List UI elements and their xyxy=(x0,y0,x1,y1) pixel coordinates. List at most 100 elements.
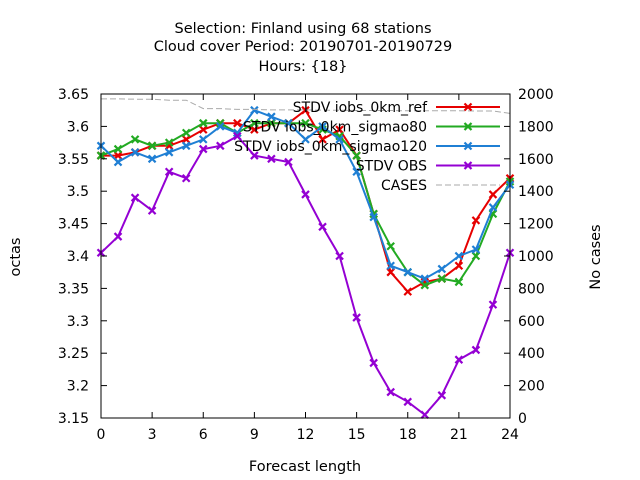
y2-tick-label: 800 xyxy=(518,281,545,297)
y2-tick-label: 1800 xyxy=(518,119,554,135)
y-axis-label: octas xyxy=(8,238,24,277)
data-point xyxy=(130,135,140,144)
data-point xyxy=(130,148,140,157)
y2-tick-label: 0 xyxy=(518,411,527,427)
data-point xyxy=(454,277,464,287)
title-line-1: Selection: Finland using 68 stations xyxy=(174,21,431,37)
data-point xyxy=(267,112,276,121)
data-point xyxy=(488,190,498,199)
data-point xyxy=(318,122,327,131)
data-point xyxy=(386,261,395,270)
x-axis-label: Forecast length xyxy=(249,459,361,475)
y-tick-label: 3.35 xyxy=(58,281,89,297)
data-point xyxy=(284,157,293,167)
data-point xyxy=(113,151,123,160)
legend-marker xyxy=(463,122,473,131)
y2-tick-label: 400 xyxy=(518,346,545,362)
data-point xyxy=(198,135,208,144)
legend-marker xyxy=(463,161,473,170)
data-point xyxy=(164,167,174,177)
x-tick-label: 0 xyxy=(97,427,106,443)
data-point xyxy=(369,212,378,222)
y2-tick-label: 200 xyxy=(518,379,545,395)
y2-tick-label: 1200 xyxy=(518,217,554,233)
data-point xyxy=(471,216,481,225)
data-point xyxy=(233,118,242,128)
data-point xyxy=(386,267,395,277)
x-tick-label: 9 xyxy=(250,427,259,443)
series-line xyxy=(100,134,511,417)
x-tick-label: 24 xyxy=(501,427,519,443)
data-point xyxy=(181,141,191,151)
data-point xyxy=(403,267,413,277)
y2-tick-label: 600 xyxy=(518,314,545,330)
data-point xyxy=(216,141,225,151)
legend-label: STDV iobs_0km_sigmao120 xyxy=(234,139,427,155)
x-tick-label: 3 xyxy=(148,427,157,443)
data-point xyxy=(403,287,413,296)
series-line xyxy=(101,98,511,114)
data-point xyxy=(318,222,327,232)
legend-marker xyxy=(463,102,473,112)
data-point xyxy=(233,131,242,141)
y-tick-label: 3.6 xyxy=(67,119,89,135)
data-point xyxy=(471,345,481,355)
data-point xyxy=(181,135,191,144)
data-point xyxy=(267,118,276,128)
data-point xyxy=(164,138,174,147)
y-tick-label: 3.3 xyxy=(67,314,89,330)
data-point xyxy=(181,128,191,138)
y-tick-label: 3.55 xyxy=(58,152,89,168)
x-tick-label: 18 xyxy=(399,427,417,443)
data-point xyxy=(113,144,123,154)
data-point xyxy=(420,410,430,420)
legend-label: STDV iobs_0km_ref xyxy=(293,100,428,116)
data-point xyxy=(352,167,361,177)
y-tick-label: 3.15 xyxy=(58,411,89,427)
data-point xyxy=(301,105,310,115)
y-tick-label: 3.25 xyxy=(58,346,89,362)
data-point xyxy=(488,300,498,309)
data-point xyxy=(250,105,259,115)
data-point xyxy=(335,135,344,144)
data-point xyxy=(437,274,447,283)
title-line-2: Cloud cover Period: 20190701-20190729 xyxy=(154,39,453,55)
legend-label: STDV iobs_0km_sigmao80 xyxy=(243,120,427,136)
data-point xyxy=(147,154,157,164)
data-point xyxy=(164,148,174,157)
y2-tick-label: 1400 xyxy=(518,184,554,200)
x-tick-label: 6 xyxy=(199,427,208,443)
data-point xyxy=(403,397,413,407)
data-point xyxy=(454,261,464,270)
data-point xyxy=(335,125,344,134)
chart-title: Selection: Finland using 68 stations Clo… xyxy=(154,21,453,75)
data-point xyxy=(301,135,310,144)
data-point xyxy=(198,125,208,134)
data-point xyxy=(471,245,481,254)
data-point xyxy=(386,242,395,251)
data-point xyxy=(318,135,327,144)
title-line-3: Hours: {18} xyxy=(259,59,348,75)
data-point xyxy=(250,125,259,134)
data-point xyxy=(198,144,208,154)
data-point xyxy=(267,154,276,164)
data-point xyxy=(130,193,140,202)
data-point xyxy=(301,118,310,128)
data-point xyxy=(420,274,430,283)
data-point xyxy=(437,391,447,400)
axes: 0 3 6 9 12 15 18 21 24 3.15 3.2 3.25 3.3 3.35 3.4 3.45 3… xyxy=(58,87,554,443)
y-tick-label: 3.45 xyxy=(58,217,89,233)
data-point xyxy=(454,355,464,364)
x-tick-label: 15 xyxy=(348,427,366,443)
y2-tick-label: 1000 xyxy=(518,249,554,265)
data-point xyxy=(454,251,464,261)
data-point xyxy=(198,118,208,128)
data-point xyxy=(250,151,259,160)
y-tick-label: 3.2 xyxy=(67,379,89,395)
data-point xyxy=(284,118,293,128)
data-point xyxy=(488,203,498,212)
data-point xyxy=(471,251,481,261)
legend-label: STDV OBS xyxy=(356,159,427,175)
